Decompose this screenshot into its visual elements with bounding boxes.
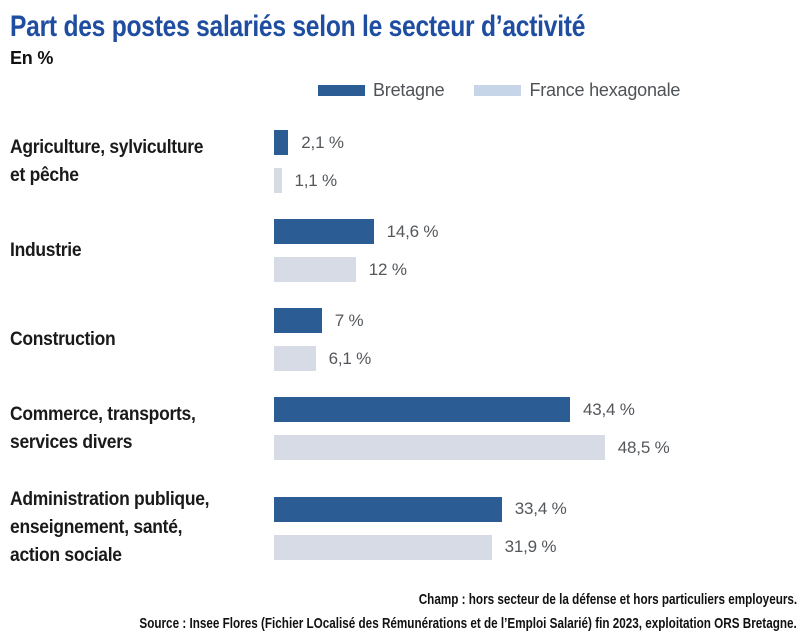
chart-row: Administration publique, enseignement, s… bbox=[10, 486, 804, 570]
bar-group: 7 % 6,1 % bbox=[274, 308, 371, 371]
legend: Bretagne France hexagonale bbox=[318, 80, 804, 101]
category-label: Industrie bbox=[10, 239, 82, 261]
bar-france bbox=[274, 168, 282, 193]
chart-row: Industrie 14,6 % 12 % bbox=[10, 219, 804, 282]
bar-line: 6,1 % bbox=[274, 346, 371, 371]
unit-subtitle: En % bbox=[10, 48, 54, 68]
footer: Champ : hors secteur de la défense et ho… bbox=[0, 588, 797, 636]
bar-bretagne bbox=[274, 496, 502, 522]
bar-group: 14,6 % 12 % bbox=[274, 219, 439, 282]
legend-label-france: France hexagonale bbox=[529, 80, 681, 100]
bar-line: 31,9 % bbox=[274, 534, 567, 560]
bar-chart: Agriculture, sylviculture et pêche 2,1 % 1… bbox=[10, 130, 804, 570]
value-label: 7 % bbox=[334, 310, 364, 330]
footer-champ-line: Champ : hors secteur de la défense et ho… bbox=[0, 588, 797, 612]
page-title-text: Part des postes salariés selon le secteu… bbox=[10, 10, 586, 43]
legend-swatch-france bbox=[474, 85, 522, 96]
legend-swatch-bretagne bbox=[318, 85, 365, 96]
value-label: 48,5 % bbox=[617, 437, 670, 457]
category-label: Commerce, transports, services divers bbox=[10, 403, 196, 453]
bar-line: 43,4 % bbox=[274, 397, 670, 422]
bar-france bbox=[274, 534, 492, 560]
bar-group: 33,4 % 31,9 % bbox=[274, 496, 567, 560]
bar-line: 2,1 % bbox=[274, 130, 344, 155]
bar-france bbox=[274, 346, 316, 371]
legend-label-bretagne: Bretagne bbox=[373, 80, 445, 100]
bar-bretagne bbox=[274, 308, 322, 333]
bar-line: 14,6 % bbox=[274, 219, 439, 244]
value-label: 1,1 % bbox=[294, 170, 338, 190]
chart-row: Commerce, transports, services divers 43,… bbox=[10, 397, 804, 460]
bar-group: 43,4 % 48,5 % bbox=[274, 397, 670, 460]
category-label: Administration publique, enseignement, s… bbox=[10, 489, 210, 566]
value-label: 14,6 % bbox=[386, 221, 439, 241]
bar-france bbox=[274, 257, 356, 282]
bar-bretagne bbox=[274, 219, 374, 244]
champ-note: Champ : hors secteur de la défense et ho… bbox=[418, 591, 797, 608]
page-title: Part des postes salariés selon le secteu… bbox=[0, 0, 804, 44]
value-label: 43,4 % bbox=[583, 399, 635, 419]
legend-item-france: France hexagonale bbox=[474, 80, 680, 101]
bar-line: 33,4 % bbox=[274, 496, 567, 522]
bar-bretagne bbox=[274, 130, 289, 155]
source-note: Source : Insee Flores (Fichier LOcalisé … bbox=[139, 615, 797, 632]
chart-row: Construction 7 % 6,1 % bbox=[10, 308, 804, 371]
value-label: 31,9 % bbox=[504, 537, 557, 556]
category-label: Construction bbox=[10, 328, 116, 350]
bar-bretagne bbox=[274, 397, 570, 422]
footer-source-line: Source : Insee Flores (Fichier LOcalisé … bbox=[0, 612, 797, 636]
value-label: 6,1 % bbox=[328, 348, 372, 368]
chart-row: Agriculture, sylviculture et pêche 2,1 % 1… bbox=[10, 130, 804, 193]
bar-line: 7 % bbox=[274, 308, 371, 333]
bar-group: 2,1 % 1,1 % bbox=[274, 130, 344, 193]
bar-line: 1,1 % bbox=[274, 168, 344, 193]
legend-item-bretagne: Bretagne bbox=[318, 80, 445, 101]
category-label: Agriculture, sylviculture et pêche bbox=[10, 136, 204, 186]
value-label: 2,1 % bbox=[301, 132, 344, 152]
value-label: 33,4 % bbox=[514, 499, 567, 518]
bar-france bbox=[274, 435, 605, 460]
bar-line: 48,5 % bbox=[274, 435, 670, 460]
value-label: 12 % bbox=[368, 259, 407, 279]
bar-line: 12 % bbox=[274, 257, 438, 282]
